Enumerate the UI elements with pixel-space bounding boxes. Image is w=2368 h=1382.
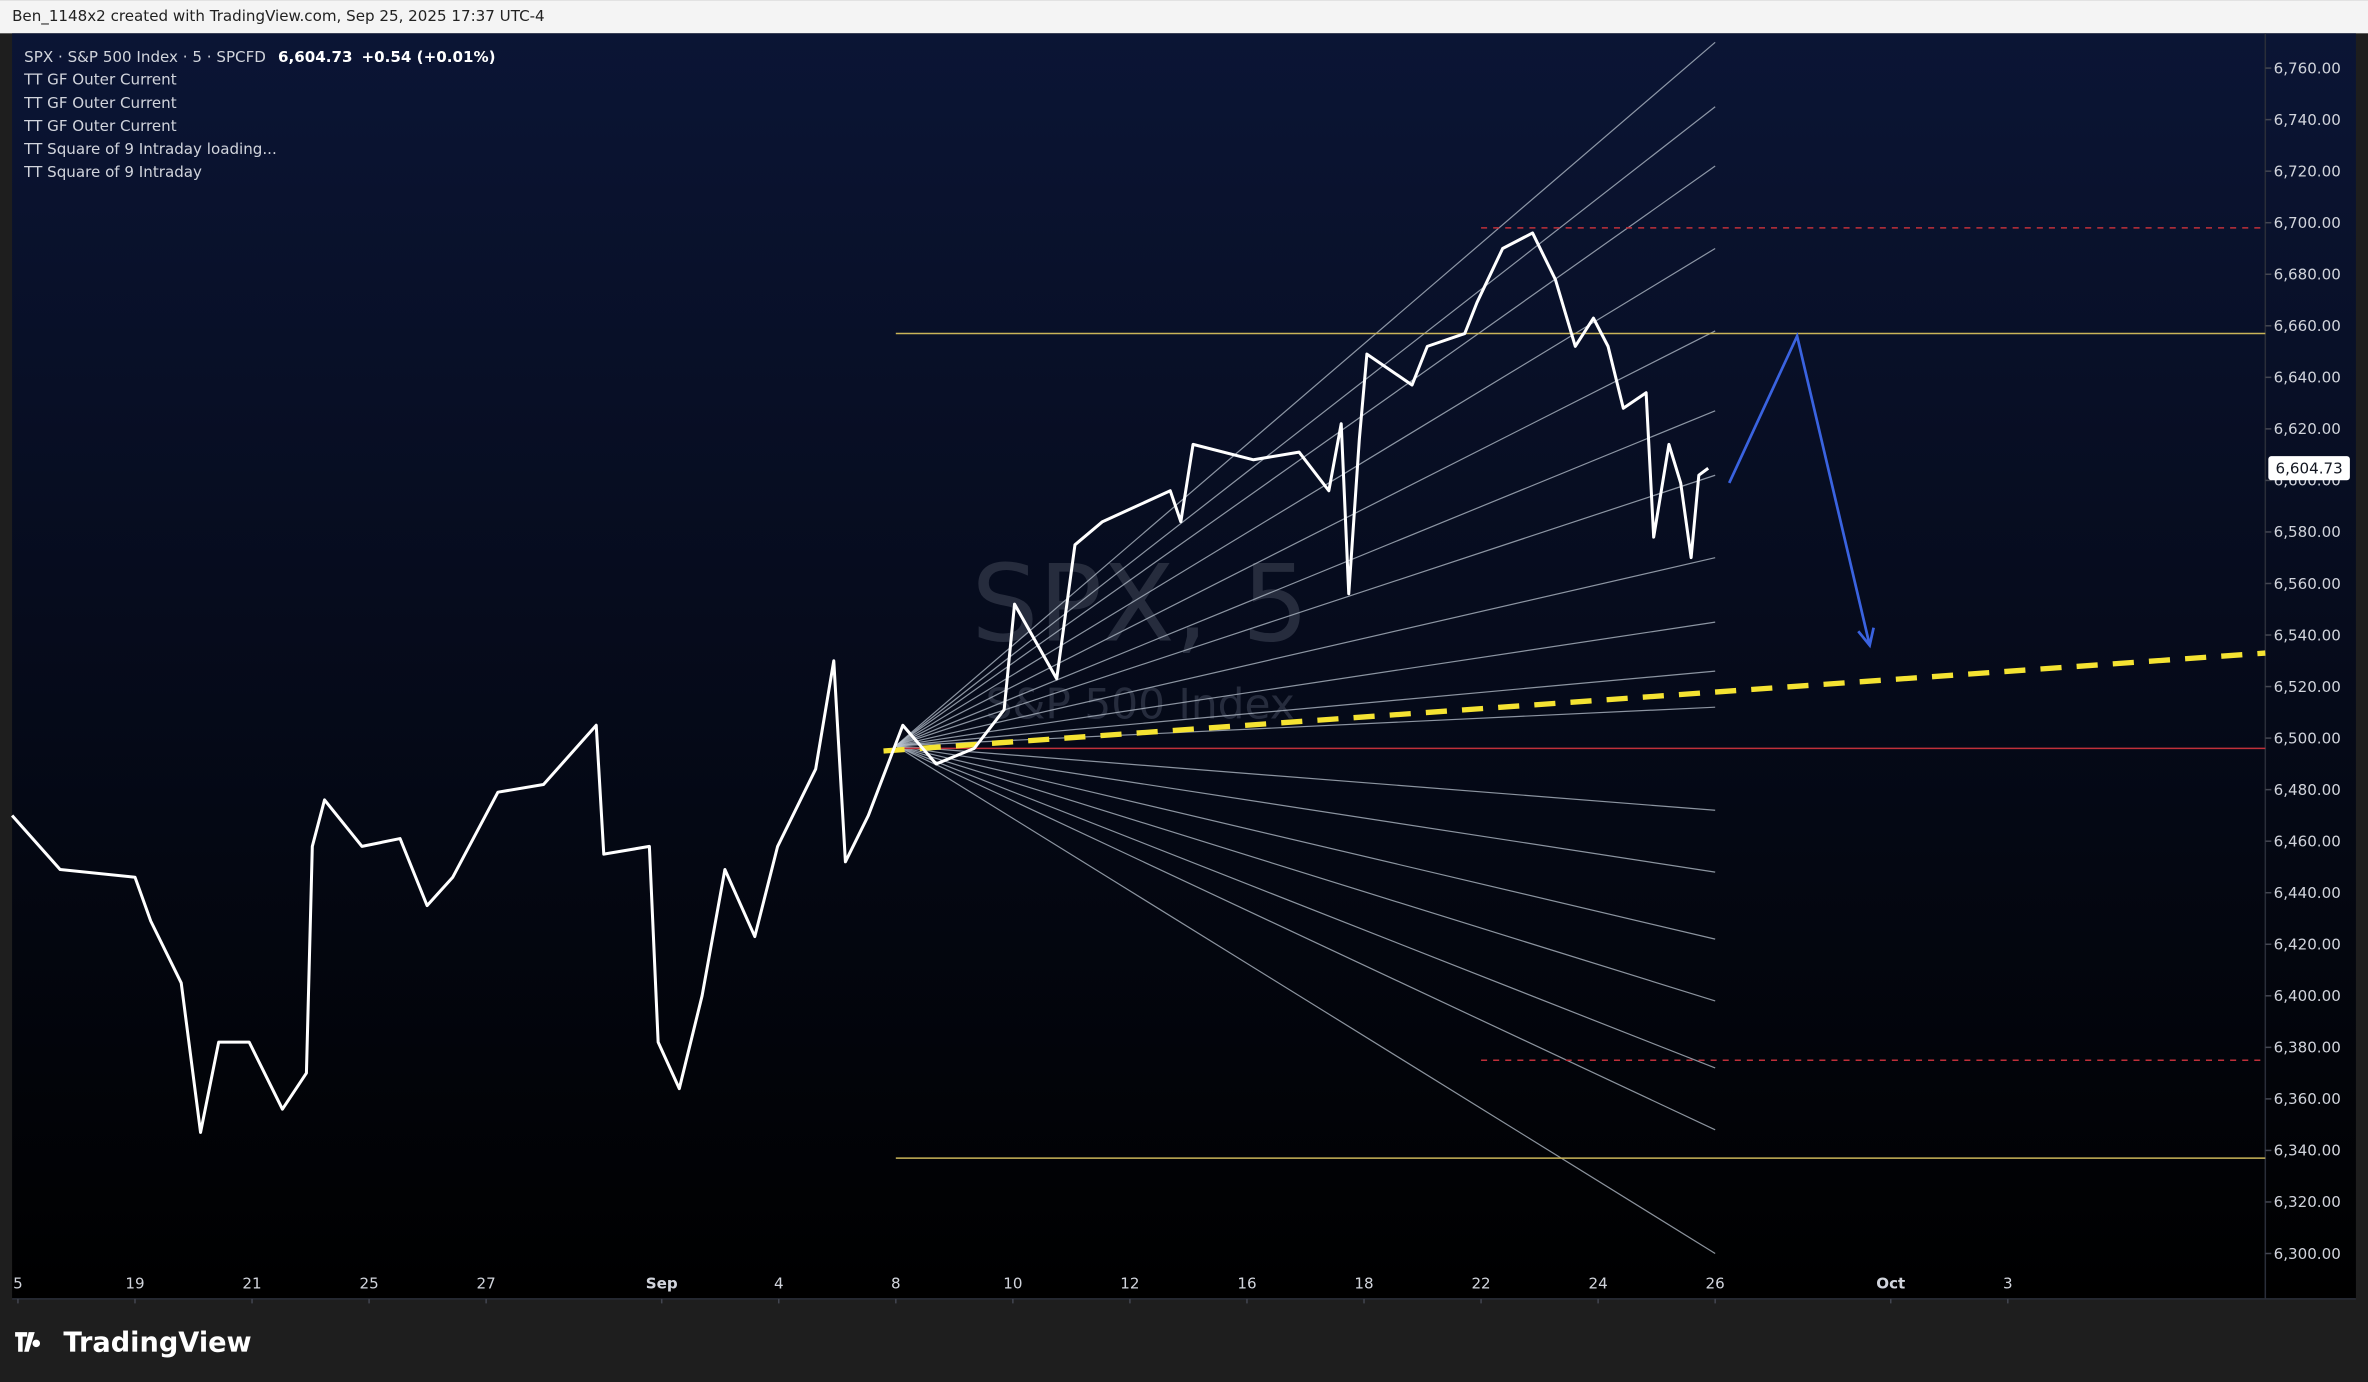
x-tick-label: 4 — [774, 1274, 784, 1292]
x-tick-label: 3 — [2003, 1274, 2013, 1292]
last-price: 6,604.73 — [278, 48, 352, 66]
fan-line — [895, 745, 1716, 1255]
x-tick-label: 21 — [242, 1274, 261, 1292]
x-tick-label: 27 — [477, 1274, 496, 1292]
x-tick-label: 22 — [1471, 1274, 1490, 1292]
trendline — [883, 650, 2266, 754]
indicator-label: TT Square of 9 Intraday — [23, 163, 202, 181]
y-tick-label: 6,680.00 — [2274, 266, 2341, 284]
header-bar — [0, 0, 2368, 34]
symbol-legend: SPX · S&P 500 Index · 5 · SPCFD 6,604.73 +… — [24, 48, 495, 66]
fan-line — [895, 410, 1716, 747]
y-tick-label: 6,400.00 — [2274, 987, 2341, 1005]
logo-text: TradingView — [63, 1328, 251, 1359]
fan-line — [895, 165, 1716, 747]
indicator-label: TT Square of 9 Intraday loading... — [23, 140, 277, 158]
watermark-sub: S&P 500 Index — [986, 679, 1295, 728]
fan-line — [895, 745, 1716, 873]
y-tick-label: 6,700.00 — [2274, 214, 2341, 232]
change: +0.54 (+0.01%) — [362, 48, 496, 66]
indicator-label: TT GF Outer Current — [23, 94, 177, 112]
plot-background — [12, 33, 2356, 1299]
fan-line — [895, 330, 1716, 747]
fan-line — [895, 670, 1716, 747]
plot — [10, 41, 2266, 1255]
y-tick-label: 6,420.00 — [2274, 936, 2341, 954]
x-tick-label: 26 — [1706, 1274, 1725, 1292]
y-tick-label: 6,380.00 — [2274, 1039, 2341, 1057]
fan-line — [895, 474, 1716, 747]
x-tick-label: 24 — [1589, 1274, 1608, 1292]
x-tick-label: 16 — [1237, 1274, 1256, 1292]
x-tick-label: 18 — [1354, 1274, 1373, 1292]
fan-line — [895, 745, 1716, 1131]
last-price-label: 6,604.73 — [2275, 460, 2342, 478]
x-tick-label: 25 — [359, 1274, 378, 1292]
y-tick-label: 6,320.00 — [2274, 1193, 2341, 1211]
y-tick-label: 6,580.00 — [2274, 523, 2341, 541]
y-tick-label: 6,300.00 — [2274, 1245, 2341, 1263]
logo-mark — [15, 1332, 41, 1352]
y-tick-label: 6,340.00 — [2274, 1142, 2341, 1160]
x-tick-label: 5 — [13, 1274, 23, 1292]
x-tick-label: 10 — [1003, 1274, 1022, 1292]
fan-line — [895, 745, 1716, 940]
y-tick-label: 6,460.00 — [2274, 832, 2341, 850]
x-tick-label: Oct — [1876, 1274, 1905, 1292]
watermark: SPX, 5 — [971, 543, 1309, 666]
y-tick-label: 6,480.00 — [2274, 781, 2341, 799]
x-tick-label: 8 — [891, 1274, 901, 1292]
fan-line — [895, 745, 1716, 811]
y-tick-label: 6,520.00 — [2274, 678, 2341, 696]
y-tick-label: 6,560.00 — [2274, 575, 2341, 593]
y-tick-label: 6,500.00 — [2274, 729, 2341, 747]
y-tick-label: 6,620.00 — [2274, 420, 2341, 438]
x-tick-label: 12 — [1120, 1274, 1139, 1292]
fan-line — [895, 557, 1716, 747]
last-price-tag — [2268, 456, 2350, 481]
x-tick-label: 19 — [125, 1274, 144, 1292]
y-tick-label: 6,760.00 — [2274, 59, 2341, 77]
arrow-head — [1857, 627, 1875, 649]
y-tick-label: 6,540.00 — [2274, 626, 2341, 644]
fan-line — [895, 621, 1716, 747]
y-tick-label: 6,440.00 — [2274, 884, 2341, 902]
header: Ben_1148x2 created with TradingView.com,… — [12, 7, 545, 26]
y-tick-label: 6,720.00 — [2274, 162, 2341, 180]
fan-line — [895, 41, 1716, 747]
x-tick-label: Sep — [646, 1274, 678, 1292]
indicator-label: TT GF Outer Current — [23, 71, 177, 89]
forecast-arrow — [1727, 331, 1871, 646]
fan-line — [895, 745, 1716, 1002]
symbol: SPX · S&P 500 Index · 5 · SPCFD — [24, 48, 266, 66]
fan-line — [895, 106, 1716, 747]
price-line — [10, 231, 1710, 1134]
fan-line — [895, 247, 1716, 747]
indicator-label: TT GF Outer Current — [23, 117, 177, 135]
y-tick-label: 6,360.00 — [2274, 1090, 2341, 1108]
y-tick-label: 6,740.00 — [2274, 111, 2341, 129]
y-tick-label: 6,640.00 — [2274, 369, 2341, 387]
y-tick-label: 6,660.00 — [2274, 317, 2341, 335]
fan-line — [895, 745, 1716, 1069]
